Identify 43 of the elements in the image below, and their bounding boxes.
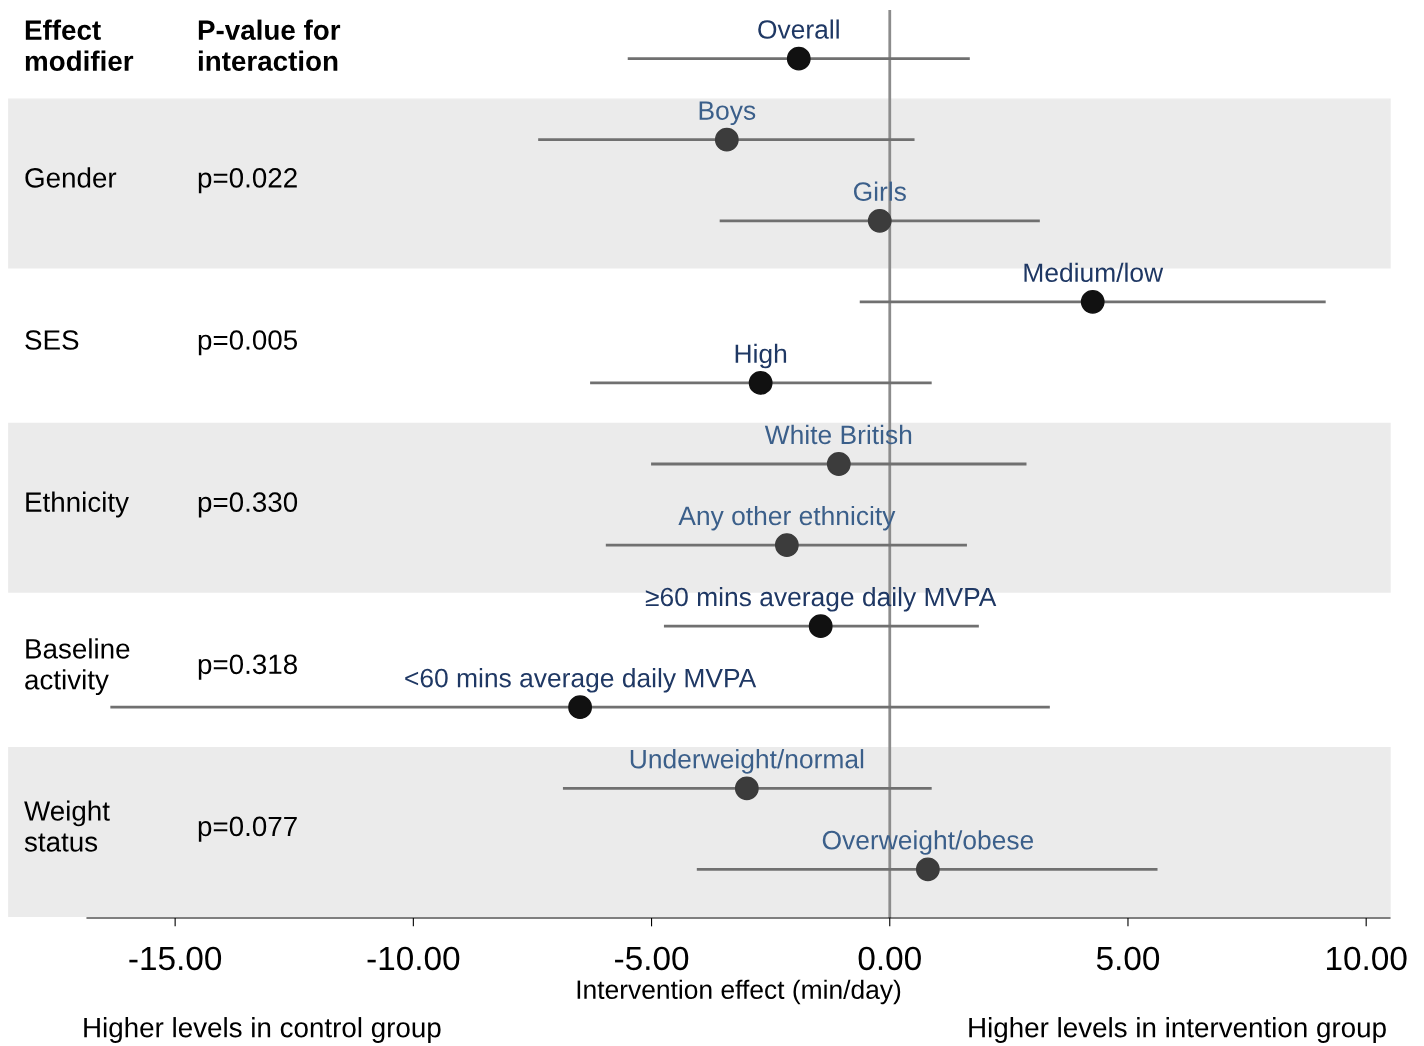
- annotation: Weight status: [24, 800, 110, 852]
- y-tick-label: ≥60 mins average daily MVPA: [645, 586, 997, 612]
- point: [808, 614, 833, 639]
- annotation: Gender: [25, 167, 117, 188]
- x-tick-label: -10.00: [367, 946, 460, 971]
- annotation: Ethnicity: [26, 491, 129, 518]
- point: [748, 371, 773, 395]
- text: SES: [25, 330, 79, 350]
- point: [774, 533, 799, 557]
- point: [714, 127, 739, 152]
- x-tick-label: -15.00: [129, 946, 222, 971]
- point: [568, 695, 592, 720]
- annotation: p=0.077: [198, 816, 297, 842]
- x-tick-label: 5.00: [1096, 946, 1160, 971]
- point: [867, 208, 892, 233]
- annotation: p=0.022: [198, 168, 297, 194]
- y-tick-label: Boys: [699, 101, 756, 126]
- y-tick-label: Any other ethnicity: [678, 505, 896, 531]
- y-tick-label: Underweight/normal: [630, 749, 864, 774]
- y-tick-label: Medium/low: [1024, 262, 1164, 283]
- annotation: p=0.318: [198, 654, 297, 680]
- y-tick-label: Overweight/obese: [822, 830, 1034, 855]
- y-tick-label: White British: [764, 424, 912, 445]
- text: Higher levels in control group: [84, 1017, 441, 1043]
- point: [915, 857, 940, 882]
- annotation: P-value for interaction: [198, 19, 341, 71]
- point: [786, 46, 811, 71]
- y-tick-label: High: [735, 343, 787, 369]
- y-tick-label: Girls: [853, 181, 906, 201]
- y-tick-label: <60 mins average daily MVPA: [405, 668, 757, 693]
- x-tick-label: 0.00: [858, 946, 921, 971]
- annotation: Baseline activity: [25, 638, 130, 696]
- x-axis-title: Intervention effect (min/day): [577, 979, 901, 1005]
- annotation: p=0.330: [198, 492, 298, 518]
- text: Higher levels in intervention group: [969, 1017, 1386, 1043]
- point: [1080, 289, 1105, 314]
- y-tick-label: Overall: [758, 19, 839, 39]
- point: [734, 776, 759, 801]
- x-tick-label: 10.00: [1327, 946, 1407, 971]
- annotation: p=0.005: [198, 330, 298, 356]
- annotation: Effect modifier: [25, 19, 134, 71]
- x-tick-label: -5.00: [615, 946, 689, 971]
- point: [826, 452, 851, 476]
